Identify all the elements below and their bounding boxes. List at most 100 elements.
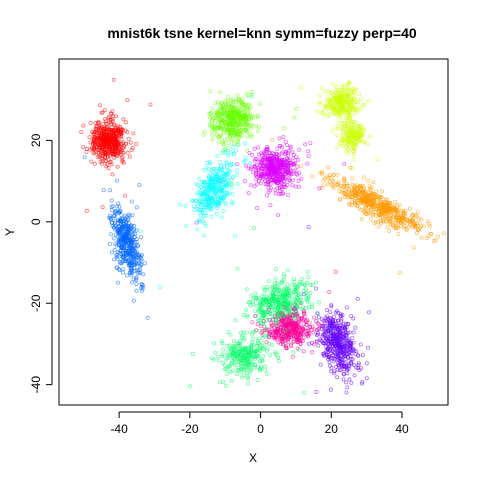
data-point (106, 116, 111, 121)
data-point (317, 186, 322, 191)
data-point (195, 203, 200, 208)
data-point (321, 106, 326, 111)
data-point (383, 197, 388, 202)
data-point (356, 353, 361, 358)
data-point (295, 157, 300, 162)
data-point (219, 339, 224, 344)
data-point (327, 360, 332, 365)
data-point (126, 212, 131, 217)
data-point (316, 343, 321, 348)
data-point (343, 123, 348, 128)
data-point (350, 182, 355, 187)
data-point (215, 100, 220, 105)
data-point (196, 190, 201, 195)
data-point (129, 199, 134, 204)
data-point (283, 328, 288, 333)
data-point (306, 305, 311, 310)
data-point (381, 219, 386, 224)
data-point (397, 270, 402, 275)
data-point (291, 276, 296, 281)
data-point (184, 223, 189, 228)
data-point (256, 295, 261, 300)
data-point (395, 212, 400, 217)
data-point (298, 164, 303, 169)
data-point (229, 127, 234, 132)
data-point (372, 193, 377, 198)
data-point (270, 301, 275, 306)
data-point (284, 143, 289, 148)
data-point (253, 314, 258, 319)
data-point (236, 359, 241, 364)
data-point (225, 137, 230, 142)
data-point (203, 223, 208, 228)
data-point (360, 126, 365, 131)
data-point (236, 368, 241, 373)
data-point (114, 265, 119, 270)
data-point (255, 354, 260, 359)
data-point (375, 156, 380, 161)
data-point (131, 131, 136, 136)
data-point (277, 171, 282, 176)
data-point (206, 200, 211, 205)
data-point (333, 125, 338, 130)
data-point (295, 322, 300, 327)
data-point (285, 183, 290, 188)
data-point (231, 141, 236, 146)
data-point (280, 175, 285, 180)
data-point (281, 290, 286, 295)
data-point (304, 286, 309, 291)
data-point (265, 287, 270, 292)
data-point (109, 250, 114, 255)
data-point (109, 139, 114, 144)
data-point (116, 127, 121, 132)
data-point (361, 191, 366, 196)
data-point (342, 190, 347, 195)
data-point (213, 350, 218, 355)
data-point (270, 323, 275, 328)
data-point (223, 383, 228, 388)
data-point (221, 347, 226, 352)
data-point (259, 181, 264, 186)
data-point (326, 316, 331, 321)
data-point (81, 145, 86, 150)
data-point (270, 137, 275, 142)
data-point (258, 346, 263, 351)
data-point (96, 130, 101, 135)
data-point (327, 97, 332, 102)
data-point (210, 196, 215, 201)
data-point (287, 322, 292, 327)
data-point (256, 124, 261, 129)
data-point (330, 330, 335, 335)
x-axis-label: X (249, 451, 257, 465)
data-point (116, 201, 121, 206)
data-point (350, 128, 355, 133)
data-point (191, 204, 196, 209)
y-tick-label: 20 (29, 133, 43, 147)
data-point (249, 343, 254, 348)
data-point (208, 115, 213, 120)
data-point (111, 236, 116, 241)
data-point (206, 166, 211, 171)
data-point (235, 93, 240, 98)
data-point (353, 325, 358, 330)
data-point (132, 248, 137, 253)
data-point (113, 218, 118, 223)
data-point (134, 228, 139, 233)
data-point (100, 205, 105, 210)
data-point (349, 146, 354, 151)
data-point (234, 353, 239, 358)
data-point (277, 329, 282, 334)
data-point (356, 92, 361, 97)
data-point (115, 164, 120, 169)
data-point (214, 177, 219, 182)
data-point (245, 103, 250, 108)
data-point (271, 290, 276, 295)
data-point (251, 336, 256, 341)
data-point (341, 100, 346, 105)
data-point (291, 169, 296, 174)
data-point (319, 172, 324, 177)
data-point (264, 147, 269, 152)
data-point (256, 336, 261, 341)
data-point (350, 195, 355, 200)
data-point (324, 103, 329, 108)
